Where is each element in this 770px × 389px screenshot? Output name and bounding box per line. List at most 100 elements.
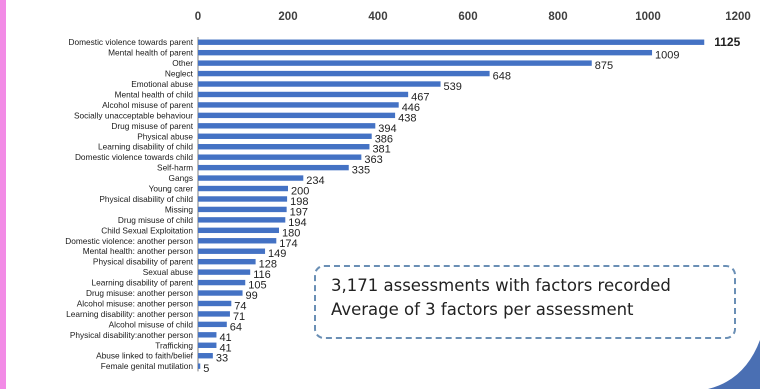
data-label-drug-misuse-of-child: 194 xyxy=(288,217,306,229)
category-label-drug-misuse-of-parent: Drug misuse of parent xyxy=(111,121,193,131)
category-label-neglect: Neglect xyxy=(165,69,194,79)
data-label-domestic-violence-towards-child: 363 xyxy=(364,154,382,166)
data-label-socially-unacceptable-behaviour: 438 xyxy=(398,112,416,124)
bar-socially-unacceptable-behaviour xyxy=(198,112,396,119)
category-label-self-harm: Self-harm xyxy=(157,163,193,173)
data-label-other: 875 xyxy=(595,60,613,72)
data-label-female-genital-mutilation: 5 xyxy=(203,363,209,375)
bar-physical-disability-another-person xyxy=(198,332,217,338)
category-label-child-sexual-exploitation: Child Sexual Exploitation xyxy=(101,225,193,235)
data-label-missing: 197 xyxy=(290,206,308,218)
bar-alcohol-misuse-another-person xyxy=(198,300,232,307)
data-label-alcohol-misuse-of-child: 64 xyxy=(230,321,242,333)
bar-abuse-linked-to-faith-belief xyxy=(198,353,213,359)
category-label-physical-disability-of-child: Physical disability of child xyxy=(99,194,193,204)
bar-physical-disability-of-parent xyxy=(198,258,256,265)
data-label-mental-health-another-person: 149 xyxy=(268,248,286,260)
category-label-physical-disability-of-parent: Physical disability of parent xyxy=(93,257,194,267)
bar-drug-misuse-of-parent xyxy=(198,123,376,129)
bar-gangs xyxy=(198,175,304,181)
data-label-learning-disability-of-parent: 105 xyxy=(248,280,266,292)
data-label-young-carer: 200 xyxy=(291,186,309,198)
bar-learning-disability-of-parent xyxy=(198,279,246,286)
x-tick-label-0: 0 xyxy=(195,11,201,23)
corner-decoration xyxy=(708,340,760,389)
bar-sexual-abuse xyxy=(198,269,251,275)
data-label-physical-abuse: 386 xyxy=(375,133,393,145)
x-tick-label-200: 200 xyxy=(278,11,297,23)
summary-callout: 3,171 assessments with factors recorded … xyxy=(314,265,736,339)
bar-self-harm xyxy=(198,164,349,171)
data-label-learning-disability-of-child: 381 xyxy=(372,144,390,156)
bar-emotional-abuse xyxy=(198,81,441,87)
bar-mental-health-of-child xyxy=(198,91,409,98)
bar-drug-misuse-of-child xyxy=(198,217,286,223)
bar-learning-disability-of-child xyxy=(198,144,370,150)
category-label-sexual-abuse: Sexual abuse xyxy=(143,267,194,277)
data-label-mental-health-of-parent: 1009 xyxy=(655,50,679,62)
data-label-domestic-violence-towards-parent: 1125 xyxy=(714,35,740,49)
category-label-other: Other xyxy=(172,58,193,68)
category-label-mental-health-of-child: Mental health of child xyxy=(115,89,194,99)
data-label-gangs: 234 xyxy=(306,175,324,187)
x-tick-label-600: 600 xyxy=(458,11,477,23)
category-label-trafficking: Trafficking xyxy=(155,340,193,350)
callout-line-assessments: 3,171 assessments with factors recorded xyxy=(331,276,671,295)
category-label-physical-abuse: Physical abuse xyxy=(137,131,193,141)
data-label-domestic-violence-another-person: 174 xyxy=(279,238,297,250)
bar-domestic-violence-towards-parent xyxy=(198,39,705,45)
data-label-child-sexual-exploitation: 180 xyxy=(282,227,300,239)
category-label-mental-health-another-person: Mental health: another person xyxy=(83,246,194,256)
category-label-learning-disability-of-parent: Learning disability of parent xyxy=(92,278,194,288)
bar-domestic-violence-another-person xyxy=(198,238,277,244)
bar-mental-health-another-person xyxy=(198,248,266,254)
category-label-learning-disability-another-person: Learning disability: another person xyxy=(66,309,193,319)
bar-female-genital-mutilation xyxy=(198,363,201,369)
data-label-physical-disability-another-person: 41 xyxy=(219,332,231,344)
category-label-alcohol-misuse-of-child: Alcohol misuse of child xyxy=(109,319,194,329)
bar-neglect xyxy=(198,70,490,77)
data-label-drug-misuse-another-person: 99 xyxy=(246,290,258,302)
data-label-emotional-abuse: 539 xyxy=(444,81,462,93)
left-border-decoration xyxy=(0,0,6,389)
data-label-mental-health-of-child: 467 xyxy=(411,91,429,103)
x-tick-label-1000: 1000 xyxy=(635,11,661,23)
bar-learning-disability-another-person xyxy=(198,311,230,317)
category-label-emotional-abuse: Emotional abuse xyxy=(131,79,193,89)
bar-mental-health-of-parent xyxy=(198,49,653,56)
callout-line-average: Average of 3 factors per assessment xyxy=(331,300,634,319)
x-tick-label-800: 800 xyxy=(548,11,567,23)
bar-drug-misuse-another-person xyxy=(198,290,243,296)
data-label-learning-disability-another-person: 71 xyxy=(233,311,245,323)
category-label-mental-health-of-parent: Mental health of parent xyxy=(108,48,194,58)
category-label-alcohol-misuse-another-person: Alcohol misuse: another person xyxy=(77,298,194,308)
category-label-drug-misuse-another-person: Drug misuse: another person xyxy=(86,288,193,298)
bar-child-sexual-exploitation xyxy=(198,227,279,234)
bar-trafficking xyxy=(198,342,217,348)
data-label-alcohol-misuse-of-parent: 446 xyxy=(402,102,420,114)
bar-physical-disability-of-child xyxy=(198,196,288,202)
category-label-gangs: Gangs xyxy=(169,173,193,183)
data-label-physical-disability-of-parent: 128 xyxy=(259,259,277,271)
data-label-self-harm: 335 xyxy=(352,165,370,177)
category-label-learning-disability-of-child: Learning disability of child xyxy=(98,142,193,152)
data-label-neglect: 648 xyxy=(493,71,511,83)
data-label-trafficking: 41 xyxy=(219,342,231,354)
category-label-domestic-violence-towards-child: Domestic violence towards child xyxy=(75,152,193,162)
bar-young-carer xyxy=(198,185,288,192)
bar-physical-abuse xyxy=(198,133,372,139)
x-tick-label-400: 400 xyxy=(368,11,387,23)
bar-missing xyxy=(198,206,287,213)
bar-domestic-violence-towards-child xyxy=(198,154,362,160)
category-label-young-carer: Young carer xyxy=(149,184,194,194)
data-label-sexual-abuse: 116 xyxy=(253,269,271,281)
data-label-physical-disability-of-child: 198 xyxy=(290,196,308,208)
category-label-physical-disability-another-person: Physical disability:another person xyxy=(70,330,194,340)
category-label-alcohol-misuse-of-parent: Alcohol misuse of parent xyxy=(102,100,194,110)
bar-alcohol-misuse-of-parent xyxy=(198,102,399,108)
bar-alcohol-misuse-of-child xyxy=(198,321,227,328)
category-label-drug-misuse-of-child: Drug misuse of child xyxy=(118,215,194,225)
category-label-missing: Missing xyxy=(165,204,194,214)
